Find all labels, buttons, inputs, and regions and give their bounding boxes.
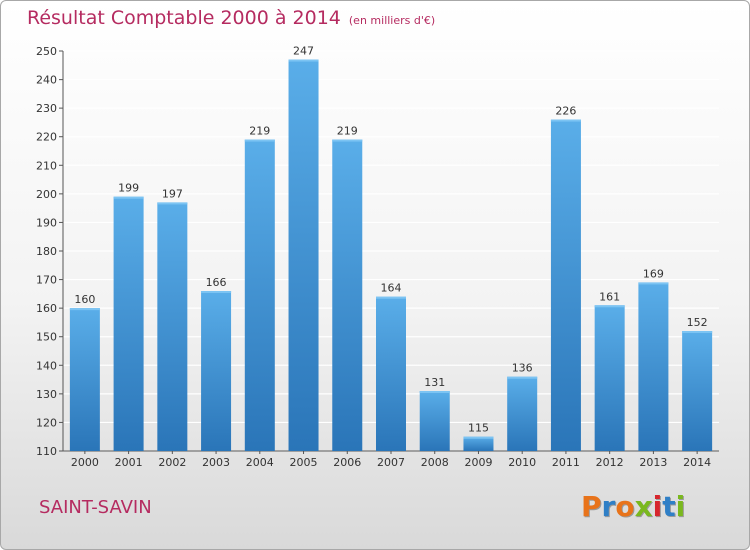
data-label: 199 [118, 182, 139, 195]
y-tick-labels: 110 120 130 140 150 160 170 180 190 200 210 220 230 2… [36, 45, 57, 458]
data-label: 219 [249, 125, 270, 138]
x-tick-label: 2000 [71, 456, 99, 469]
bar-2004[interactable] [244, 139, 275, 452]
y-tick-label: 130 [36, 388, 57, 401]
y-tick-label: 170 [36, 274, 57, 287]
data-label: 169 [643, 267, 664, 280]
y-tick-label: 120 [36, 416, 57, 429]
data-label: 160 [74, 293, 95, 306]
bar-2007[interactable] [376, 296, 406, 451]
x-tick-label: 2010 [508, 456, 536, 469]
data-label: 197 [162, 187, 183, 200]
x-tick-label: 2014 [683, 456, 711, 469]
title-row: Résultat Comptable 2000 à 2014 (en millie… [27, 7, 435, 29]
bar-highlight [638, 282, 669, 285]
x-tick-label: 2006 [333, 456, 361, 469]
bar-2008[interactable] [419, 391, 450, 451]
logo-letter: o [615, 490, 635, 523]
x-tick-label: 2009 [464, 456, 492, 469]
bar-2000[interactable] [69, 308, 100, 451]
x-tick-label: 2008 [421, 456, 449, 469]
data-label: 115 [468, 422, 489, 435]
logo-letter: i [675, 490, 686, 523]
x-tick-label: 2012 [596, 456, 624, 469]
bar-2006[interactable] [332, 139, 363, 452]
bars [69, 59, 713, 452]
bar-2001[interactable] [113, 196, 144, 451]
proxiti-logo[interactable]: Proxiti [581, 490, 685, 523]
data-label: 136 [512, 362, 533, 375]
data-label: 161 [599, 290, 620, 303]
y-tick-label: 180 [36, 245, 57, 258]
bar-highlight [550, 119, 581, 122]
data-labels: 160 199 197 166 219 247 219 164 131 115 136 226 161 1… [74, 45, 707, 435]
logo-letter: x [634, 490, 653, 523]
data-label: 219 [337, 125, 358, 138]
bar-2012[interactable] [594, 305, 625, 451]
y-tick-label: 240 [36, 74, 57, 87]
y-tick-label: 200 [36, 188, 57, 201]
chart-subtitle: (en milliers d'€) [348, 14, 436, 27]
x-tick-label: 2002 [158, 456, 186, 469]
bar-highlight [332, 139, 363, 142]
bar-highlight [419, 391, 450, 393]
bar-highlight [69, 308, 100, 311]
y-tick-label: 230 [36, 102, 57, 115]
bar-highlight [288, 59, 319, 62]
bar-highlight [463, 436, 494, 439]
bar-highlight [113, 196, 144, 199]
data-label: 164 [381, 282, 402, 295]
logo-letter: t [662, 490, 676, 523]
bar-highlight [682, 331, 713, 333]
commune-name: SAINT-SAVIN [39, 497, 152, 518]
data-label: 226 [555, 105, 576, 118]
data-label: 152 [687, 316, 708, 329]
bar-highlight [376, 296, 406, 299]
bar-highlight [244, 139, 275, 142]
bar-2005[interactable] [288, 59, 319, 451]
bar-2003[interactable] [201, 291, 232, 451]
y-tick-label: 250 [36, 45, 57, 58]
y-tick-label: 110 [36, 445, 57, 458]
y-tick-label: 150 [36, 331, 57, 344]
chart-title: Résultat Comptable 2000 à 2014 [27, 7, 341, 29]
y-tick-label: 210 [36, 159, 57, 172]
data-label: 131 [424, 376, 445, 389]
data-label: 166 [206, 276, 227, 289]
logo-letter: i [652, 490, 663, 523]
y-tick-label: 190 [36, 216, 57, 229]
x-tick-label: 2005 [290, 456, 318, 469]
y-tick-label: 220 [36, 131, 57, 144]
y-tick-label: 140 [36, 359, 57, 372]
bar-2009[interactable] [463, 436, 494, 451]
x-tick-label: 2011 [552, 456, 580, 469]
bar-2010[interactable] [507, 376, 538, 451]
x-tick-label: 2004 [246, 456, 274, 469]
logo-letter: r [601, 490, 616, 523]
bar-2013[interactable] [638, 282, 669, 451]
logo-letter: P [581, 490, 602, 523]
y-tick-label: 160 [36, 302, 57, 315]
x-tick-labels: 2000 2001 2002 2003 2004 2005 2006 2007 2008 2009… [71, 456, 711, 469]
x-tick-label: 2007 [377, 456, 405, 469]
bar-2014[interactable] [682, 331, 713, 451]
x-tick-label: 2001 [115, 456, 143, 469]
bar-2011[interactable] [550, 119, 581, 452]
bar-highlight [594, 305, 625, 308]
bar-highlight [201, 291, 232, 293]
x-tick-label: 2013 [639, 456, 667, 469]
bar-highlight [157, 202, 188, 205]
x-tick-label: 2003 [202, 456, 230, 469]
bar-highlight [507, 376, 538, 379]
data-label: 247 [293, 45, 314, 58]
bar-2002[interactable] [157, 202, 188, 451]
